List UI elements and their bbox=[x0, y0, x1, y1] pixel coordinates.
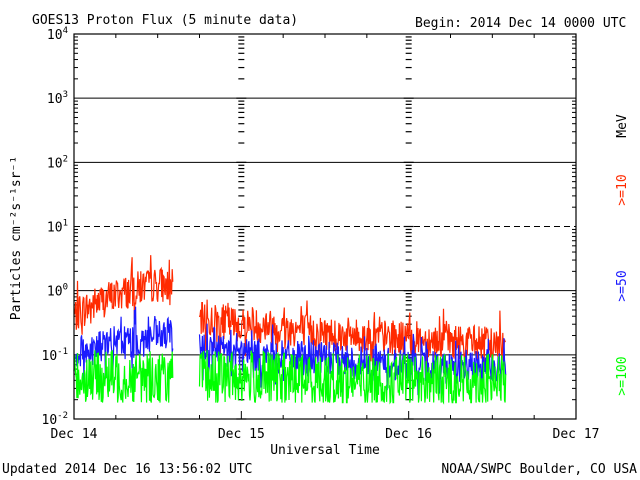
source-credit: NOAA/SWPC Boulder, CO USA bbox=[441, 462, 637, 477]
legend-unit: MeV bbox=[615, 114, 630, 138]
y-tick-label: 10-1 bbox=[42, 347, 69, 364]
x-tick-label: Dec 16 bbox=[385, 427, 432, 442]
y-tick-label: 102 bbox=[47, 154, 68, 171]
x-tick-labels: Dec 14 Dec 15 Dec 16 Dec 17 bbox=[51, 427, 600, 442]
x-axis-label: Universal Time bbox=[270, 443, 380, 458]
x-tick-label: Dec 14 bbox=[51, 427, 98, 442]
y-tick-label: 103 bbox=[47, 90, 68, 107]
y-tick-label: 104 bbox=[47, 26, 68, 43]
x-tick-label: Dec 17 bbox=[553, 427, 600, 442]
legend-entry: >=50 bbox=[615, 270, 630, 301]
x-tick-label: Dec 15 bbox=[218, 427, 265, 442]
y-tick-label: 100 bbox=[47, 283, 68, 300]
legend-entry: >=10 bbox=[615, 174, 630, 205]
series-group bbox=[73, 255, 507, 405]
y-tick-label: 101 bbox=[47, 219, 68, 236]
plot-frame bbox=[73, 33, 577, 420]
series-line bbox=[73, 255, 507, 369]
series-line bbox=[73, 350, 507, 405]
legend: >=10 >=50 >=100 MeV bbox=[615, 114, 630, 395]
y-tick-label: 10-2 bbox=[42, 411, 69, 428]
legend-entry: >=100 bbox=[615, 356, 630, 395]
updated-timestamp: Updated 2014 Dec 16 13:56:02 UTC bbox=[2, 462, 252, 477]
y-axis-label: Particles cm⁻²s⁻¹sr⁻¹ bbox=[9, 156, 24, 320]
y-tick-labels: 10-2 10-1 100 101 102 103 104 bbox=[42, 26, 69, 428]
begin-label: Begin: 2014 Dec 14 0000 UTC bbox=[415, 16, 626, 31]
chart-title: GOES13 Proton Flux (5 minute data) bbox=[32, 13, 298, 28]
